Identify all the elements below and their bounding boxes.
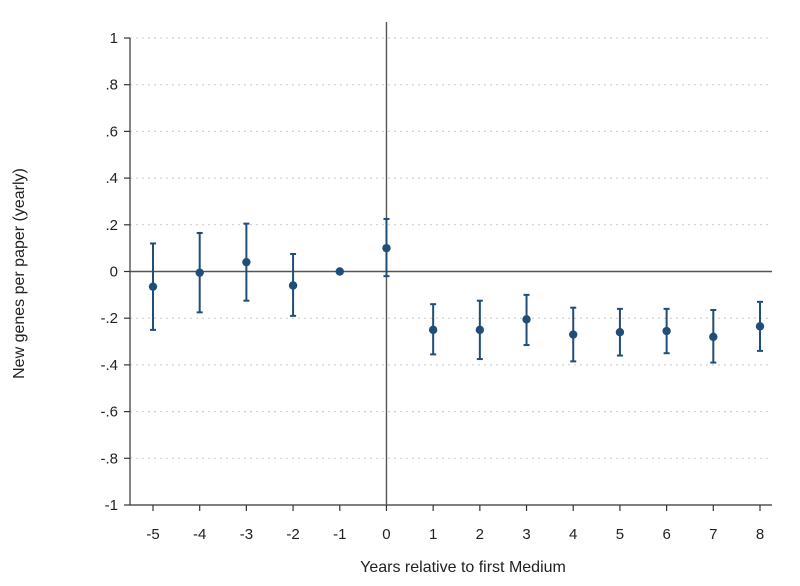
data-point — [709, 332, 718, 342]
y-tick-label: .4 — [105, 170, 118, 187]
data-point — [662, 326, 671, 336]
x-tick-label: 6 — [662, 526, 670, 543]
x-tick-label: -1 — [333, 526, 346, 543]
y-tick-label: .2 — [105, 217, 118, 234]
y-tick-label: -1 — [105, 497, 118, 514]
y-tick-label: 0 — [110, 264, 118, 281]
data-point — [148, 282, 158, 291]
tick-labels: 1 .8 .6 .4 .2 0 -.2 -.4 -.6 -.8 -1 -5 -4 -3 -2 -1 0 1 2 3 4 5… — [100, 30, 764, 543]
y-tick-label: .6 — [105, 123, 118, 140]
x-tick-label: -3 — [240, 526, 253, 543]
x-tick-label: 4 — [569, 526, 577, 543]
x-tick-label: 0 — [382, 526, 390, 543]
data-point — [335, 267, 344, 276]
x-axis-title: Years relative to first Medium — [360, 559, 566, 576]
y-tick-label: .8 — [105, 77, 118, 94]
x-tick-label: 7 — [709, 526, 717, 543]
y-tick-label: -.6 — [100, 404, 118, 421]
y-tick-label: -.2 — [100, 310, 118, 327]
y-tick-label: -.4 — [100, 357, 118, 374]
x-tick-label: 3 — [522, 526, 530, 543]
data-point — [288, 281, 298, 290]
data-point — [195, 268, 204, 277]
x-tick-label: -4 — [193, 526, 206, 543]
data-point — [242, 257, 251, 267]
data-point — [475, 325, 485, 335]
data-point — [755, 322, 765, 331]
y-tick-label: -.8 — [100, 450, 118, 467]
axes — [124, 37, 772, 511]
data-point — [522, 315, 531, 324]
data-point — [382, 243, 391, 253]
x-tick-label: 5 — [616, 526, 624, 543]
x-tick-label: -5 — [146, 526, 159, 543]
x-tick-label: 8 — [756, 526, 764, 543]
reference-lines — [130, 22, 772, 505]
x-tick-label: -2 — [286, 526, 299, 543]
data-point — [615, 328, 625, 337]
data-marks — [148, 217, 765, 364]
x-tick-label: 1 — [429, 526, 437, 543]
y-tick-label: 1 — [110, 30, 118, 47]
data-point — [428, 325, 438, 335]
x-tick-label: 2 — [476, 526, 484, 543]
data-point — [569, 330, 578, 339]
y-axis-title: New genes per paper (yearly) — [11, 168, 28, 379]
